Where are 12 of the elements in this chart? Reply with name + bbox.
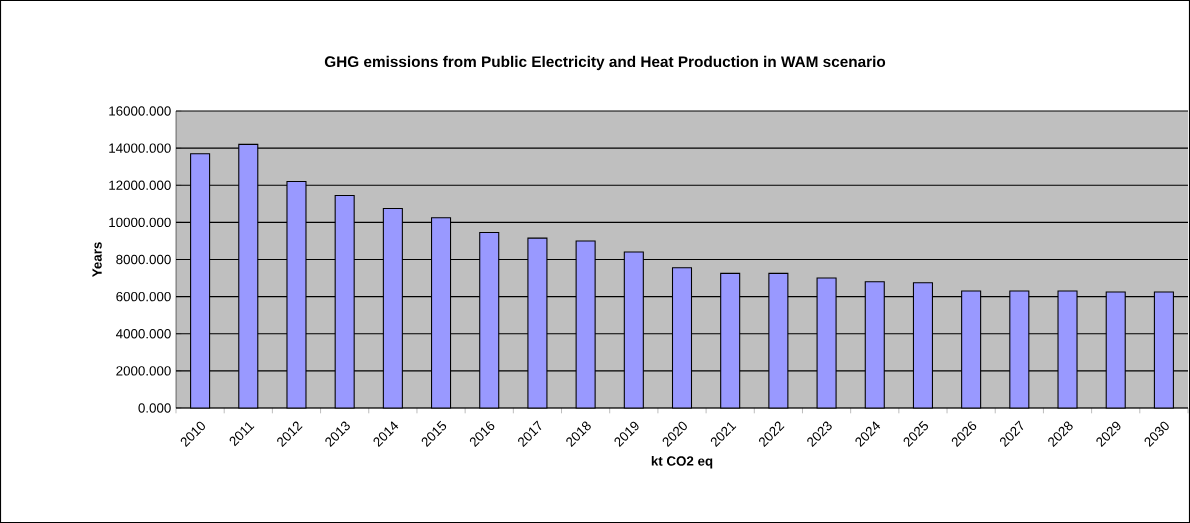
y-tick-label: 8000.000 bbox=[116, 254, 171, 265]
y-tick-label: 10000.000 bbox=[109, 217, 171, 228]
y-tick-label: 6000.000 bbox=[116, 291, 171, 302]
chart-title: GHG emissions from Public Electricity and Heat Production in WAM scenario bbox=[324, 55, 886, 71]
y-tick-label: 16000.000 bbox=[109, 106, 171, 116]
y-tick-label: 0.000 bbox=[138, 403, 171, 413]
x-axis-title: kt CO2 eq bbox=[651, 455, 713, 469]
y-tick-label: 4000.000 bbox=[116, 329, 171, 339]
y-axis-title: Years bbox=[92, 242, 102, 278]
y-tick-label: 12000.000 bbox=[109, 180, 171, 190]
y-tick-label: 14000.000 bbox=[109, 143, 171, 153]
y-tick-label: 2000.000 bbox=[116, 366, 171, 376]
